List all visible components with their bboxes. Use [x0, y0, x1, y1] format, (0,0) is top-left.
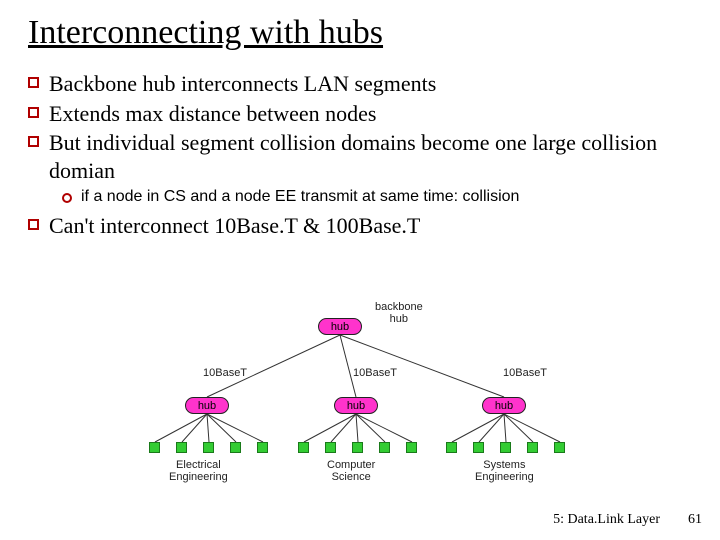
- leaf-node: [176, 442, 187, 453]
- hub-node: hub: [482, 397, 526, 414]
- department-label: ComputerScience: [327, 460, 375, 483]
- bullet-item: Can't interconnect 10Base.T & 100Base.T: [28, 212, 700, 240]
- square-bullet-icon: [28, 77, 39, 88]
- circle-bullet-icon: [62, 193, 72, 203]
- leaf-node: [406, 442, 417, 453]
- leaf-node: [554, 442, 565, 453]
- leaf-node: [527, 442, 538, 453]
- bullet-text: Backbone hub interconnects LAN segments: [49, 70, 436, 98]
- sub-bullet-text: if a node in CS and a node EE transmit a…: [81, 188, 519, 206]
- bullet-item: But individual segment collision domains…: [28, 129, 700, 184]
- link-label: 10BaseT: [503, 368, 547, 380]
- department-label: SystemsEngineering: [475, 460, 534, 483]
- leaf-node: [257, 442, 268, 453]
- leaf-node: [446, 442, 457, 453]
- leaf-node: [379, 442, 390, 453]
- link-label: 10BaseT: [353, 368, 397, 380]
- leaf-node: [149, 442, 160, 453]
- square-bullet-icon: [28, 107, 39, 118]
- leaf-node: [230, 442, 241, 453]
- square-bullet-icon: [28, 136, 39, 147]
- leaf-node: [473, 442, 484, 453]
- leaf-node: [203, 442, 214, 453]
- page-number: 61: [688, 512, 702, 528]
- square-bullet-icon: [28, 219, 39, 230]
- leaf-node: [500, 442, 511, 453]
- department-label: ElectricalEngineering: [169, 460, 228, 483]
- hub-diagram: hub hub hub hub backbonehub 10BaseT 10BaseT 10B…: [135, 300, 585, 500]
- leaf-node: [352, 442, 363, 453]
- leaf-node: [298, 442, 309, 453]
- bullet-item: Extends max distance between nodes: [28, 100, 700, 128]
- bullet-list: Backbone hub interconnects LAN segments …: [0, 52, 720, 240]
- hub-node: hub: [318, 318, 362, 335]
- link-label: 10BaseT: [203, 368, 247, 380]
- bullet-item: Backbone hub interconnects LAN segments: [28, 70, 700, 98]
- bullet-text: But individual segment collision domains…: [49, 129, 700, 184]
- bullet-text: Extends max distance between nodes: [49, 100, 376, 128]
- slide-title: Interconnecting with hubs: [0, 0, 720, 52]
- bullet-text: Can't interconnect 10Base.T & 100Base.T: [49, 212, 420, 240]
- leaf-node: [325, 442, 336, 453]
- backbone-label: backbonehub: [375, 302, 423, 325]
- hub-node: hub: [334, 397, 378, 414]
- hub-node: hub: [185, 397, 229, 414]
- footer-text: 5: Data.Link Layer: [553, 512, 660, 528]
- sub-bullet-item: if a node in CS and a node EE transmit a…: [62, 188, 700, 206]
